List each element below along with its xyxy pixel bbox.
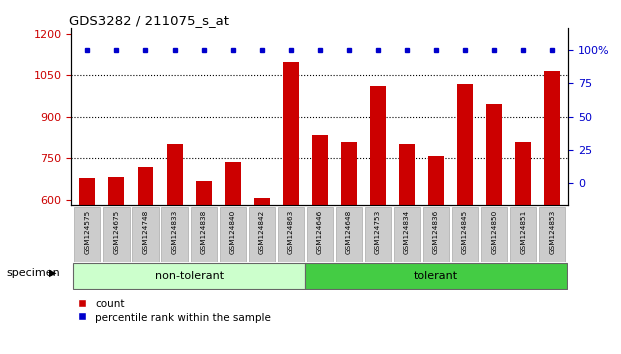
Bar <box>428 155 444 205</box>
Text: GSM124646: GSM124646 <box>317 209 323 253</box>
FancyBboxPatch shape <box>103 207 130 262</box>
Text: GSM124851: GSM124851 <box>520 209 526 253</box>
Bar <box>399 144 415 205</box>
FancyBboxPatch shape <box>132 207 158 262</box>
Text: tolerant: tolerant <box>414 271 458 281</box>
FancyBboxPatch shape <box>481 207 507 262</box>
Text: GSM124838: GSM124838 <box>201 209 207 253</box>
Bar <box>166 144 183 205</box>
Text: GSM124748: GSM124748 <box>142 209 148 253</box>
FancyBboxPatch shape <box>452 207 478 262</box>
FancyBboxPatch shape <box>75 207 101 262</box>
Text: GSM124833: GSM124833 <box>171 209 178 253</box>
Bar <box>225 162 241 205</box>
Text: GSM124863: GSM124863 <box>288 209 294 253</box>
Text: GSM124575: GSM124575 <box>84 209 91 253</box>
FancyBboxPatch shape <box>306 263 567 289</box>
Text: GSM124850: GSM124850 <box>491 209 497 253</box>
FancyBboxPatch shape <box>510 207 537 262</box>
Text: specimen: specimen <box>6 268 60 278</box>
Bar <box>544 71 560 205</box>
FancyBboxPatch shape <box>278 207 304 262</box>
Bar <box>486 104 502 205</box>
FancyBboxPatch shape <box>394 207 420 262</box>
Text: GSM124845: GSM124845 <box>462 209 468 253</box>
Text: GSM124842: GSM124842 <box>259 209 265 253</box>
Bar <box>79 178 96 205</box>
FancyBboxPatch shape <box>307 207 333 262</box>
Bar <box>370 86 386 205</box>
Legend: count, percentile rank within the sample: count, percentile rank within the sample <box>76 299 271 322</box>
Text: non-tolerant: non-tolerant <box>155 271 224 281</box>
FancyBboxPatch shape <box>220 207 246 262</box>
Text: GSM124834: GSM124834 <box>404 209 410 253</box>
Bar <box>312 135 328 205</box>
FancyBboxPatch shape <box>365 207 391 262</box>
Text: GSM124836: GSM124836 <box>433 209 439 253</box>
FancyBboxPatch shape <box>248 207 274 262</box>
Bar <box>515 142 531 205</box>
Bar <box>457 84 473 205</box>
FancyBboxPatch shape <box>423 207 449 262</box>
Bar <box>283 62 299 205</box>
FancyBboxPatch shape <box>336 207 362 262</box>
Bar <box>109 177 124 205</box>
Bar <box>137 167 153 205</box>
FancyBboxPatch shape <box>539 207 565 262</box>
Bar <box>196 181 212 205</box>
FancyBboxPatch shape <box>191 207 217 262</box>
Bar <box>254 198 270 205</box>
Text: GSM124853: GSM124853 <box>549 209 555 253</box>
Text: GSM124648: GSM124648 <box>346 209 352 253</box>
Bar <box>341 142 357 205</box>
Text: GSM124840: GSM124840 <box>230 209 235 253</box>
Text: GSM124675: GSM124675 <box>114 209 119 253</box>
Text: ▶: ▶ <box>49 268 57 278</box>
Text: GDS3282 / 211075_s_at: GDS3282 / 211075_s_at <box>69 14 229 27</box>
FancyBboxPatch shape <box>73 263 306 289</box>
Text: GSM124753: GSM124753 <box>375 209 381 253</box>
FancyBboxPatch shape <box>161 207 188 262</box>
